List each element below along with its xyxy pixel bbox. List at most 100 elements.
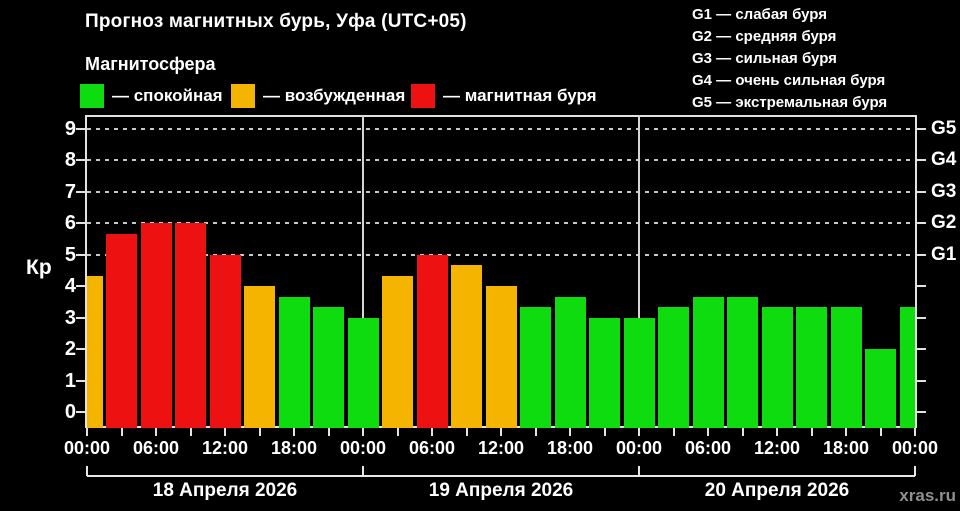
g-scale-label: G1: [931, 243, 957, 265]
storm-scale-item: G2 — средняя буря: [692, 28, 837, 45]
x-axis-tick: [810, 428, 813, 436]
plot-border-right: [915, 115, 917, 428]
x-axis-tick: [224, 428, 226, 436]
x-axis-tick: [603, 428, 606, 436]
kp-bar: [623, 317, 655, 428]
x-tick-label: 12:00: [477, 438, 525, 458]
x-axis-tick: [638, 428, 640, 436]
storm-scale-legend: G1 — слабая буря G2 — средняя буря G3 — си…: [692, 4, 887, 114]
day-separator: [362, 115, 364, 428]
kp-bar: [416, 254, 448, 428]
legend-label-quiet: — спокойная: [112, 86, 223, 105]
legend-label-storm: — магнитная буря: [443, 86, 597, 105]
gridline-kp9: [87, 128, 915, 131]
y-axis-tick-right: [917, 379, 926, 382]
x-tick-label: 06:00: [684, 438, 732, 458]
x-axis-tick: [431, 428, 433, 436]
kp-bar: [140, 223, 172, 428]
x-axis-tick: [914, 428, 916, 436]
y-axis-tick: [76, 411, 85, 413]
kp-bar: [658, 307, 689, 428]
y-axis-tick: [76, 190, 85, 193]
y-axis-tick-right: [917, 285, 926, 288]
date-bracket-line: [87, 475, 915, 477]
date-bracket-tick: [638, 466, 640, 476]
gridline-kp7: [87, 190, 915, 193]
date-bracket-tick: [914, 466, 916, 476]
y-tick-label: 8: [64, 149, 76, 172]
y-axis-tick-right: [917, 316, 926, 319]
kp-bar: [175, 223, 206, 428]
plot-area: [85, 115, 917, 428]
x-axis-tick: [189, 428, 192, 436]
x-axis-tick: [465, 428, 468, 436]
y-axis-tick: [76, 128, 85, 131]
kp-bar: [485, 286, 517, 428]
x-axis-tick: [707, 428, 709, 436]
x-axis-tick: [845, 428, 847, 436]
x-axis-tick: [879, 428, 882, 436]
kp-bar: [589, 317, 620, 428]
kp-bar: [209, 254, 241, 428]
date-label: 19 Апреля 2026: [428, 480, 574, 501]
kp-bar: [692, 296, 724, 428]
kp-bar: [796, 307, 827, 428]
kp-bar: [382, 275, 413, 428]
plot-border-left: [85, 115, 87, 428]
x-tick-label: 00:00: [891, 438, 939, 458]
y-axis-tick: [76, 348, 85, 351]
y-tick-label: 5: [64, 243, 76, 266]
gridline-kp6: [87, 222, 915, 225]
x-axis-tick: [569, 428, 571, 436]
x-axis-tick: [86, 428, 88, 436]
y-axis-tick: [76, 316, 85, 319]
x-tick-label: 12:00: [753, 438, 801, 458]
day-separator: [638, 115, 640, 428]
x-axis-tick: [258, 428, 261, 436]
x-axis-tick: [741, 428, 744, 436]
x-axis-tick: [396, 428, 399, 436]
x-tick-label: 18:00: [822, 438, 870, 458]
storm-scale-item: G4 — очень сильная буря: [692, 72, 886, 89]
kp-bar: [313, 307, 344, 428]
y-axis-tick-right: [917, 128, 926, 131]
kp-bar: [830, 307, 862, 428]
watermark: xras.ru: [899, 486, 956, 505]
kp-bar: [106, 233, 137, 428]
x-axis-tick: [776, 428, 778, 436]
g-scale-label: G4: [931, 149, 957, 171]
date-label: 18 Апреля 2026: [152, 480, 298, 501]
g-scale-label: G2: [931, 212, 957, 234]
x-tick-label: 00:00: [63, 438, 111, 458]
kp-bar: [865, 349, 896, 428]
gridline-kp5: [87, 253, 915, 256]
plot-border-top: [85, 115, 917, 117]
date-label: 20 Апреля 2026: [704, 480, 850, 501]
y-axis-tick-right: [917, 190, 926, 193]
y-tick-label: 6: [64, 212, 76, 235]
y-tick-label: 7: [64, 180, 76, 203]
y-tick-label: 3: [64, 306, 76, 329]
kp-bar: [727, 296, 758, 428]
date-bracket-tick: [86, 466, 88, 476]
y-axis-tick: [76, 285, 85, 288]
storm-scale-item: G3 — сильная буря: [692, 50, 837, 67]
y-axis-tick: [76, 159, 85, 162]
x-tick-label: 06:00: [408, 438, 456, 458]
x-axis-tick: [293, 428, 295, 436]
x-axis-tick: [500, 428, 502, 436]
g-scale-label: G3: [931, 180, 957, 202]
y-axis-tick: [76, 222, 85, 225]
x-axis-tick: [327, 428, 330, 436]
x-tick-label: 00:00: [339, 438, 387, 458]
x-tick-label: 18:00: [270, 438, 318, 458]
y-tick-label: 2: [64, 338, 76, 361]
kp-bar: [244, 286, 275, 428]
y-axis-tick-right: [917, 348, 926, 351]
storm-scale-item: G5 — экстремальная буря: [692, 94, 888, 111]
legend-swatch-excited: [231, 84, 255, 108]
x-axis-tick: [362, 428, 364, 436]
legend-swatch-quiet: [80, 84, 104, 108]
kp-bar: [554, 296, 586, 428]
